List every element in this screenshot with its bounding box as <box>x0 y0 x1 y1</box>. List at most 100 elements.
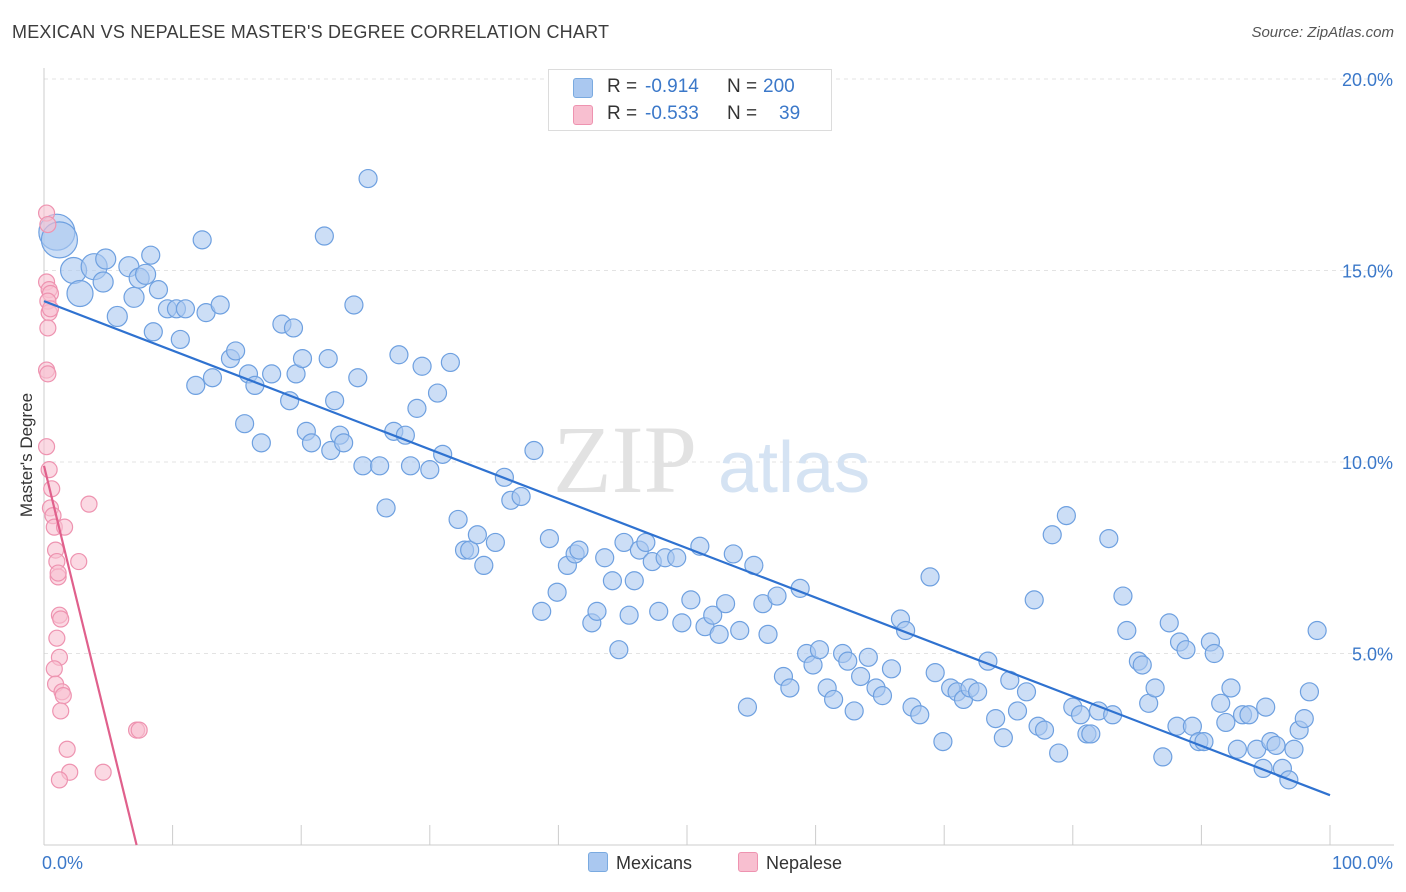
data-point-mexicans <box>192 230 212 250</box>
data-point-nepalese <box>54 687 72 705</box>
legend-label-nepalese: Nepalese <box>766 853 843 873</box>
data-point-mexicans <box>1204 643 1224 664</box>
data-point-mexicans <box>1299 682 1320 702</box>
legend-label-mexicans: Mexicans <box>616 853 693 873</box>
data-point-mexicans <box>106 305 128 328</box>
data-point-mexicans <box>824 689 844 710</box>
data-point-mexicans <box>1211 693 1231 713</box>
data-point-mexicans <box>427 383 448 403</box>
legend-swatch-mexicans <box>588 852 608 872</box>
data-point-mexicans <box>292 348 313 369</box>
trend-line-nepalese <box>42 465 138 846</box>
data-point-mexicans <box>532 601 552 621</box>
data-point-mexicans <box>143 322 163 342</box>
watermark-atlas: atlas <box>718 428 870 508</box>
data-point-nepalese <box>80 495 98 513</box>
legend-swatch-nepalese <box>738 852 758 872</box>
data-point-nepalese <box>37 438 56 456</box>
data-point-mexicans <box>344 295 364 315</box>
x-tick-label: 100.0% <box>1332 853 1393 873</box>
data-point-mexicans <box>1117 620 1137 641</box>
data-point-mexicans <box>235 414 255 434</box>
y-tick-label: 20.0% <box>1342 70 1393 90</box>
data-point-mexicans <box>758 624 778 644</box>
legend-row-mexicans: R = -0.914 N = 200 <box>549 74 831 100</box>
data-point-mexicans <box>723 544 743 564</box>
legend-r-label: R = <box>607 103 638 124</box>
data-point-mexicans <box>1099 528 1119 549</box>
data-point-nepalese <box>45 660 63 678</box>
chart-title: MEXICAN VS NEPALESE MASTER'S DEGREE CORR… <box>12 22 610 42</box>
legend-r-label: R = <box>607 76 638 97</box>
axes <box>43 68 1394 846</box>
data-point-nepalese <box>39 365 57 383</box>
data-point-mexicans <box>715 594 736 614</box>
y-tick-label: 15.0% <box>1342 262 1393 282</box>
data-point-mexicans <box>709 624 729 644</box>
data-point-mexicans <box>667 548 687 568</box>
data-point-mexicans <box>334 433 354 453</box>
data-point-mexicans <box>609 640 629 660</box>
data-point-mexicans <box>986 709 1006 729</box>
data-point-mexicans <box>844 701 864 721</box>
data-point-mexicans <box>1227 739 1248 759</box>
data-point-nepalese <box>40 461 58 479</box>
data-point-mexicans <box>1049 743 1069 763</box>
legend-row-nepalese: R = -0.533 N = 39 <box>549 101 831 127</box>
data-point-mexicans <box>1266 735 1286 756</box>
data-point-mexicans <box>202 368 223 388</box>
data-point-mexicans <box>703 605 723 625</box>
data-point-mexicans <box>595 548 615 568</box>
data-point-mexicans <box>92 271 114 293</box>
data-point-mexicans <box>262 364 282 384</box>
data-point-mexicans <box>412 356 432 376</box>
data-point-mexicans <box>858 647 878 667</box>
data-point-mexicans <box>210 295 230 315</box>
data-point-nepalese <box>50 771 69 789</box>
data-point-mexicans <box>389 345 409 365</box>
data-point-mexicans <box>134 263 157 285</box>
data-point-nepalese <box>49 564 67 582</box>
trend-line-mexicans <box>43 300 1331 797</box>
legend-n-value: 39 <box>779 103 801 124</box>
watermark-zip: ZIP <box>553 406 697 513</box>
data-point-nepalese <box>70 552 88 571</box>
data-point-mexicans <box>353 456 373 476</box>
data-point-nepalese <box>94 763 112 781</box>
data-point-mexicans <box>1153 747 1173 767</box>
data-point-mexicans <box>587 601 607 621</box>
data-point-mexicans <box>1284 739 1304 759</box>
data-point-mexicans <box>681 590 701 610</box>
data-point-mexicans <box>933 731 953 752</box>
legend-n-label: N = <box>727 103 758 124</box>
data-point-mexicans <box>1081 724 1101 744</box>
y-axis-ticks: 5.0% 10.0% 15.0% 20.0% <box>1342 70 1393 665</box>
data-point-mexicans <box>1176 640 1196 660</box>
data-point-mexicans <box>460 540 480 560</box>
data-point-mexicans <box>737 697 758 717</box>
data-point-mexicans <box>881 659 902 679</box>
data-point-mexicans <box>148 280 169 300</box>
x-tick-label: 0.0% <box>42 853 83 873</box>
data-point-mexicans <box>672 613 692 633</box>
data-point-mexicans <box>395 425 415 445</box>
trend-lines <box>42 300 1331 846</box>
legend-n-value: 200 <box>763 76 795 97</box>
data-point-mexicans <box>1239 705 1259 725</box>
data-point-mexicans <box>1132 655 1152 675</box>
legend-r-value: -0.533 <box>645 103 699 124</box>
data-point-nepalese <box>52 610 70 628</box>
data-point-mexicans <box>1034 720 1055 740</box>
data-point-nepalese <box>130 721 148 739</box>
data-point-mexicans <box>1007 701 1028 721</box>
data-point-mexicans <box>838 651 858 671</box>
data-point-mexicans <box>1256 697 1276 717</box>
data-point-mexicans <box>226 341 246 361</box>
data-point-mexicans <box>1294 709 1314 729</box>
data-point-mexicans <box>123 286 145 308</box>
data-point-mexicans <box>539 528 559 549</box>
data-point-mexicans <box>1221 678 1241 698</box>
data-point-mexicans <box>474 555 494 576</box>
data-point-mexicans <box>420 460 440 480</box>
data-point-mexicans <box>485 532 505 553</box>
